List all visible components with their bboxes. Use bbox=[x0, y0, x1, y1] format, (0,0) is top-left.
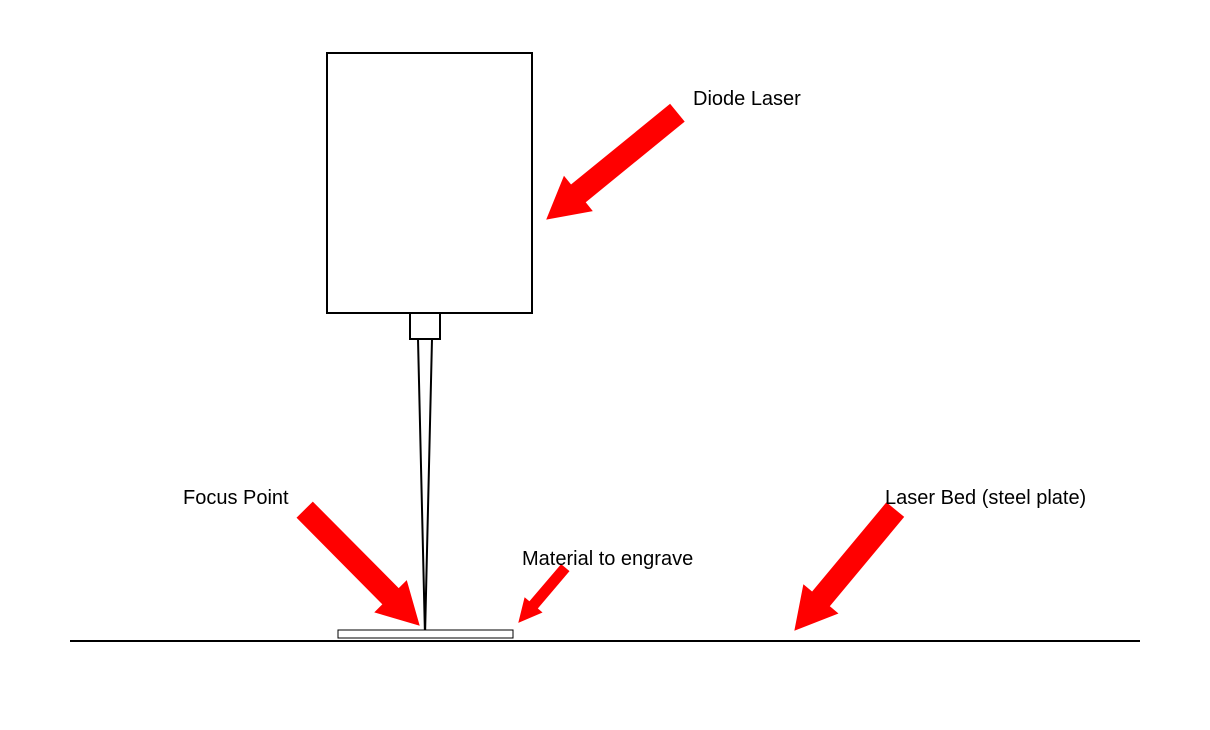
arrow-diode-laser bbox=[547, 105, 684, 220]
arrow-material bbox=[519, 565, 569, 622]
arrow-laser-bed bbox=[795, 503, 904, 630]
laser-diagram bbox=[0, 0, 1210, 730]
label-material: Material to engrave bbox=[522, 548, 693, 571]
label-diode-laser: Diode Laser bbox=[693, 88, 801, 111]
laser-beam bbox=[418, 339, 432, 636]
label-laser-bed: Laser Bed (steel plate) bbox=[885, 487, 1086, 510]
label-focus-point: Focus Point bbox=[183, 487, 289, 510]
arrow-focus-point bbox=[297, 502, 419, 625]
laser-nozzle bbox=[410, 313, 440, 339]
laser-body bbox=[327, 53, 532, 313]
material-plate bbox=[338, 630, 513, 638]
